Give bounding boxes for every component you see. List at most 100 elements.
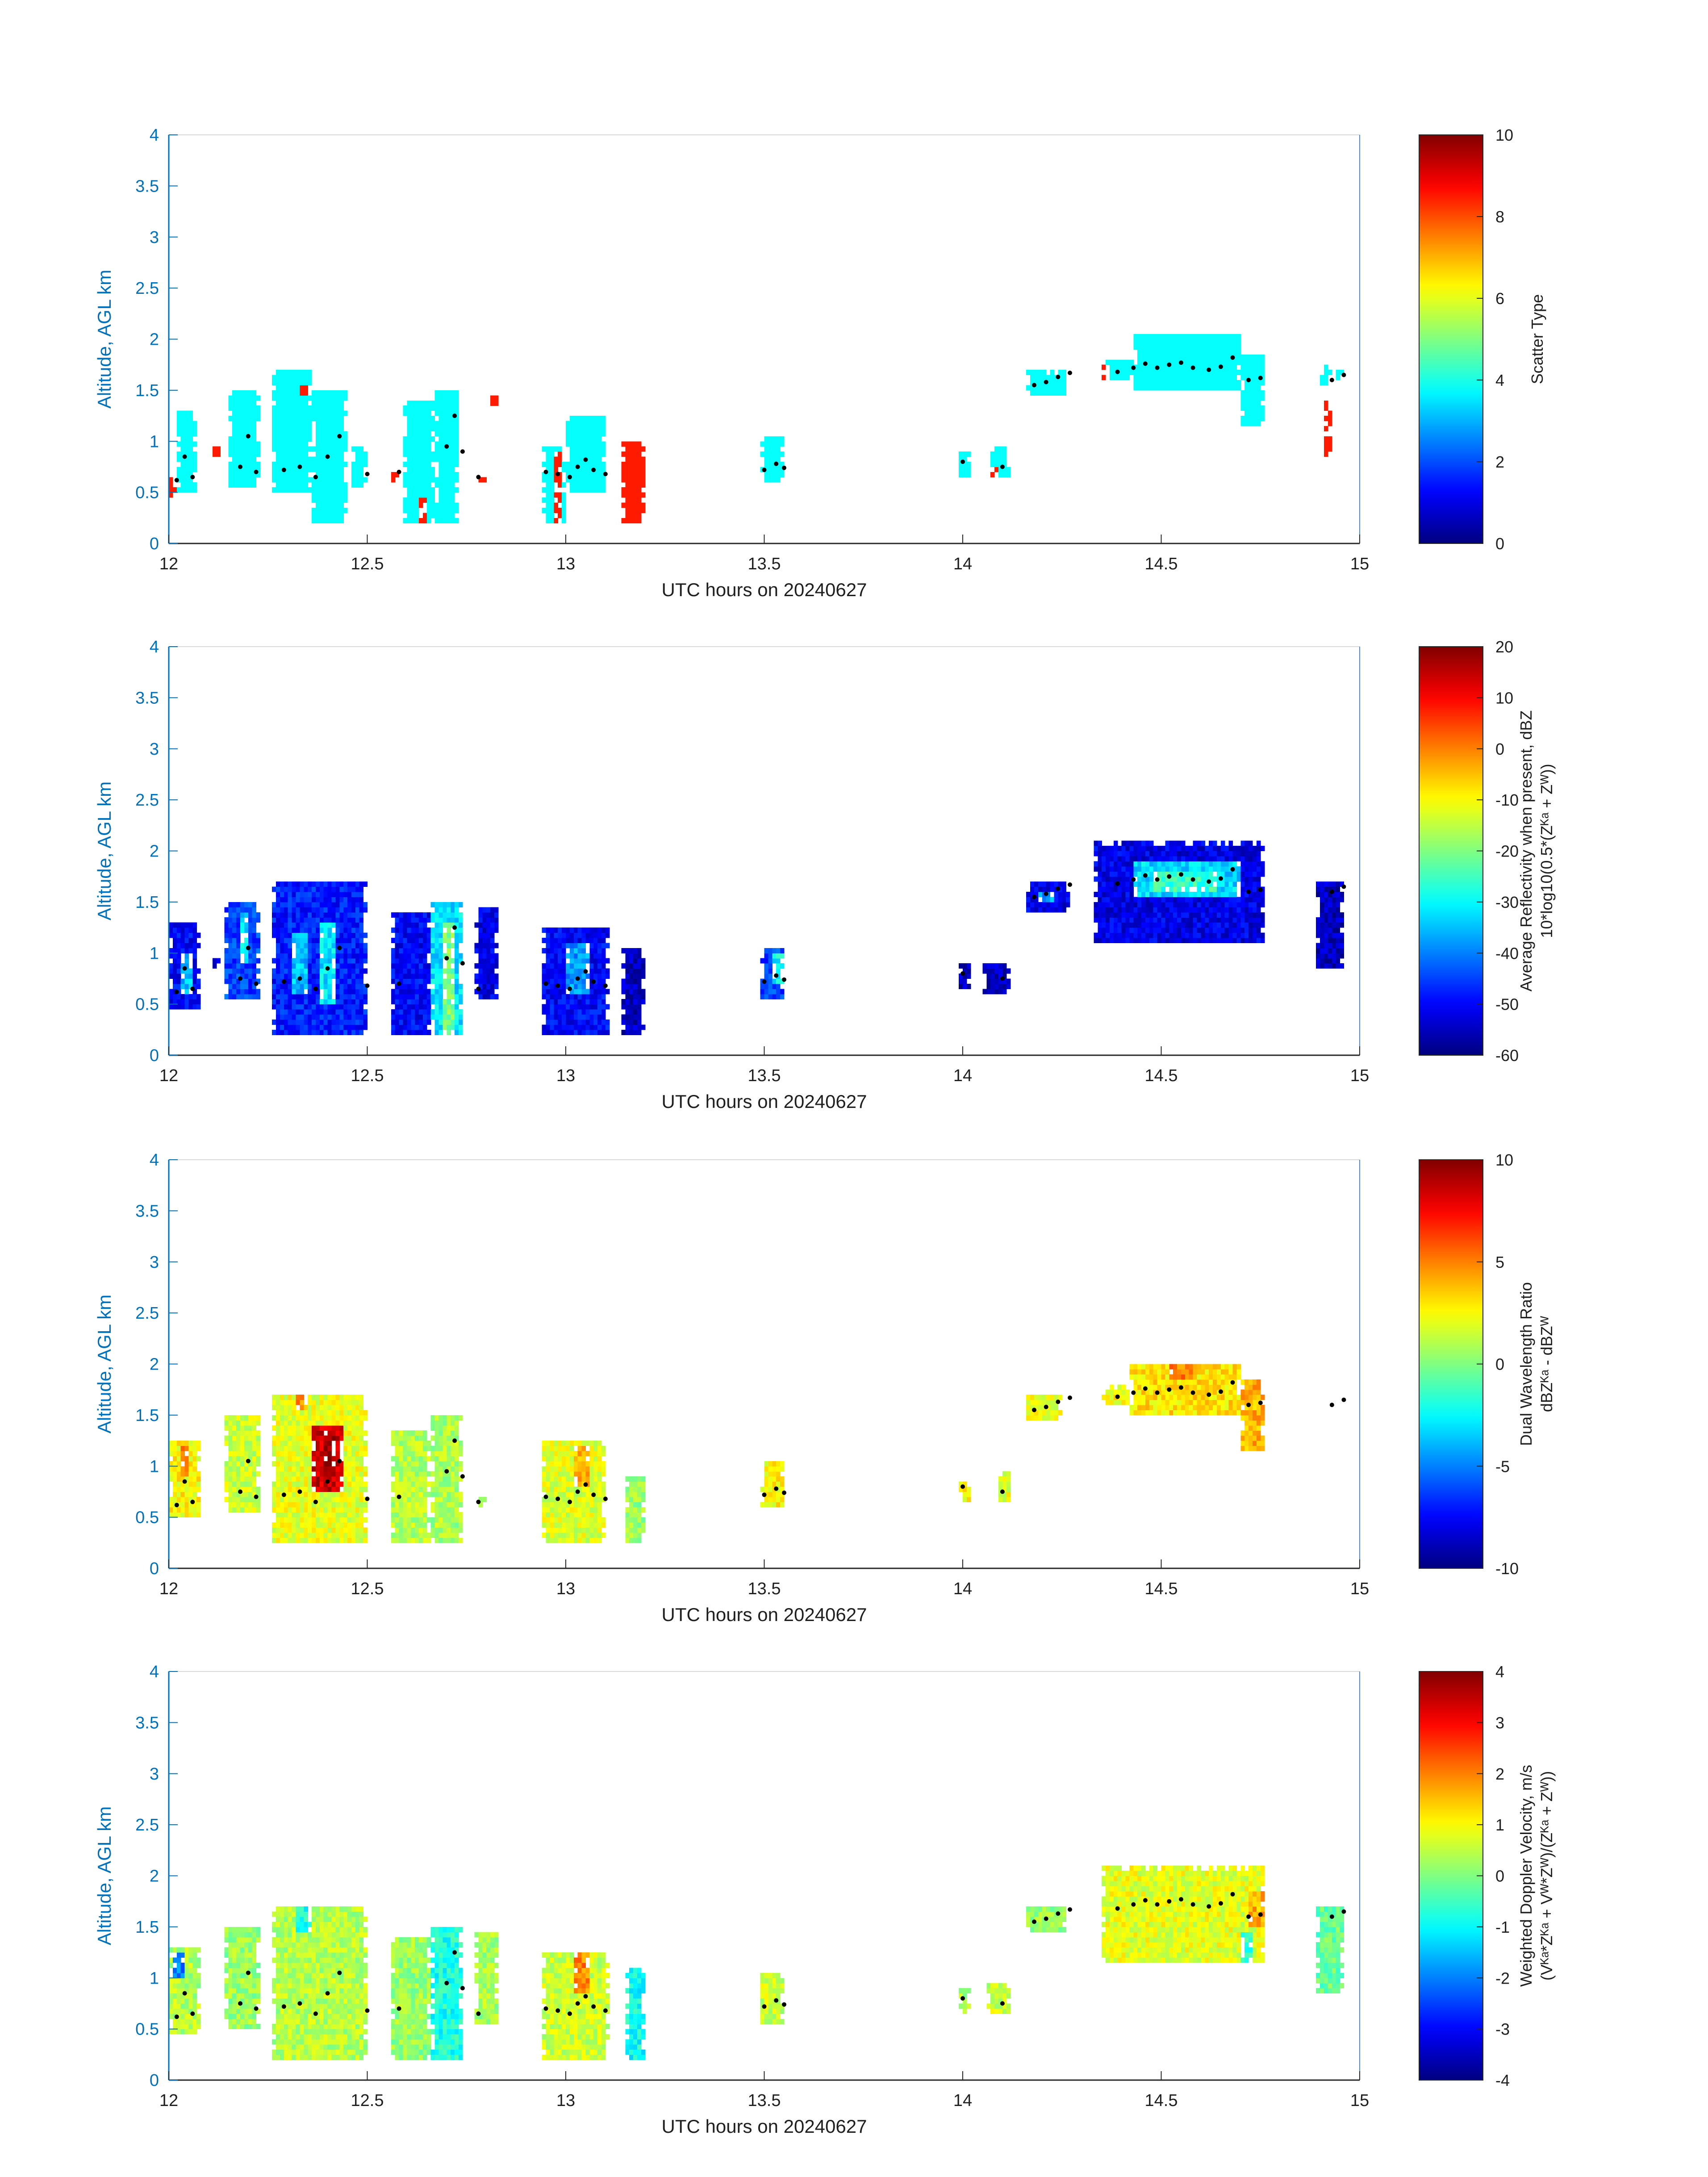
data-cell xyxy=(1137,912,1142,918)
data-cell xyxy=(359,892,364,897)
data-cell xyxy=(407,999,411,1005)
data-cell xyxy=(407,953,411,959)
data-cell xyxy=(280,968,284,974)
data-cell xyxy=(1121,902,1126,907)
data-cell xyxy=(490,937,495,943)
data-cell xyxy=(1129,892,1134,897)
data-cell xyxy=(1181,851,1186,857)
data-cell xyxy=(288,922,292,928)
data-cell xyxy=(188,1004,193,1010)
cloud-base-marker xyxy=(1056,375,1061,380)
data-cell xyxy=(292,994,296,999)
data-cell xyxy=(621,502,626,508)
data-cell xyxy=(443,999,447,1005)
data-cell xyxy=(1256,912,1261,918)
data-cell xyxy=(300,958,304,964)
data-cell xyxy=(327,958,332,964)
data-cell xyxy=(1117,861,1122,867)
data-cell xyxy=(1324,436,1328,442)
data-cell xyxy=(319,431,324,437)
data-cell xyxy=(272,1029,276,1035)
data-cell xyxy=(1177,866,1182,872)
cloud-base-marker xyxy=(1044,891,1048,896)
cloud-base-marker xyxy=(1179,872,1183,877)
data-cell xyxy=(1213,902,1217,907)
data-cell xyxy=(451,477,455,483)
data-cell xyxy=(577,978,582,984)
colorbar-tick-label: -20 xyxy=(1495,842,1519,861)
data-cell xyxy=(451,917,455,923)
data-cell xyxy=(327,978,332,984)
data-cell xyxy=(391,974,396,979)
data-cell xyxy=(1141,840,1146,846)
data-cell xyxy=(426,989,431,994)
data-cell xyxy=(1006,968,1011,974)
data-cell xyxy=(1240,400,1245,406)
data-cell xyxy=(1173,886,1178,892)
cloud-base-marker xyxy=(1190,365,1195,370)
data-cell xyxy=(1340,917,1344,923)
data-cell xyxy=(1042,385,1047,391)
data-cell xyxy=(323,897,328,903)
data-cell xyxy=(276,963,280,969)
data-cell xyxy=(1165,334,1169,340)
data-cell xyxy=(403,974,407,979)
data-cell xyxy=(172,948,177,953)
data-cell xyxy=(1034,902,1039,907)
data-cell xyxy=(304,400,308,406)
data-cell xyxy=(1213,932,1217,938)
cloud-base-marker xyxy=(782,465,786,470)
data-cell xyxy=(300,1009,304,1015)
y-tick-label: 3 xyxy=(150,228,159,247)
data-cell xyxy=(1224,354,1229,360)
data-cell xyxy=(1185,907,1190,913)
data-cell xyxy=(1205,370,1209,376)
data-cell xyxy=(323,928,328,933)
data-cell xyxy=(1228,882,1233,887)
data-cell xyxy=(1249,846,1253,852)
data-cell xyxy=(426,917,431,923)
data-cell xyxy=(1336,958,1341,964)
data-cell xyxy=(443,497,447,503)
data-cell xyxy=(490,983,495,989)
data-cell xyxy=(1157,932,1162,938)
data-cell xyxy=(434,441,439,447)
data-cell xyxy=(546,492,550,498)
data-cell xyxy=(1320,963,1324,969)
data-cell xyxy=(1209,370,1213,376)
data-cell xyxy=(426,968,431,974)
data-cell xyxy=(1240,364,1245,370)
data-cell xyxy=(276,1029,280,1035)
data-cell xyxy=(451,902,455,907)
data-cell xyxy=(1149,359,1154,365)
data-cell xyxy=(339,989,344,994)
data-cell xyxy=(192,948,197,953)
data-cell xyxy=(248,441,253,447)
data-cell xyxy=(228,400,233,406)
data-cell xyxy=(284,999,288,1005)
data-cell xyxy=(585,999,590,1005)
data-cell xyxy=(1228,344,1233,350)
data-cell xyxy=(451,1004,455,1010)
data-cell xyxy=(1224,892,1229,897)
data-cell xyxy=(280,456,284,462)
data-cell xyxy=(423,928,427,933)
data-cell xyxy=(323,477,328,483)
data-cell xyxy=(1141,882,1146,887)
cloud-base-marker xyxy=(543,469,548,474)
data-cell xyxy=(1228,375,1233,380)
data-cell xyxy=(1205,856,1209,861)
data-cell xyxy=(1169,856,1173,861)
data-cell xyxy=(605,974,610,979)
cloud-base-marker xyxy=(460,449,465,454)
data-cell xyxy=(443,436,447,442)
data-cell xyxy=(327,974,332,979)
data-cell xyxy=(1232,902,1237,907)
data-cell xyxy=(426,497,431,503)
data-cell xyxy=(633,994,638,999)
data-cell xyxy=(1034,882,1039,887)
data-cell xyxy=(1224,339,1229,345)
data-cell xyxy=(224,953,229,959)
data-cell xyxy=(296,385,300,391)
data-cell xyxy=(1240,354,1245,360)
